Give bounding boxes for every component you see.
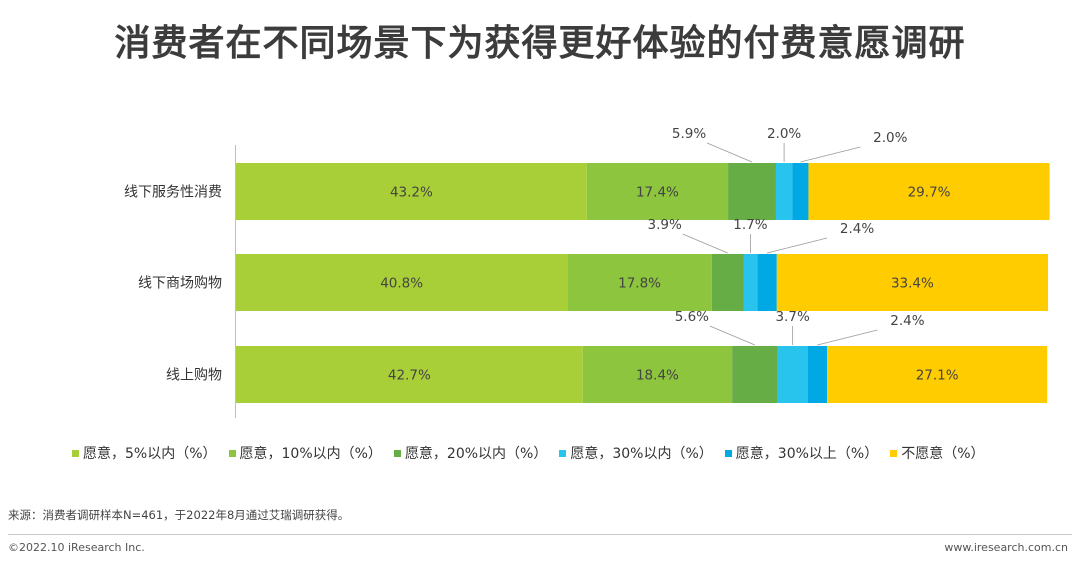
bar-segment xyxy=(827,346,1048,403)
legend-label: 愿意，20%以内（%） xyxy=(404,446,548,462)
bar-segment xyxy=(728,163,776,220)
data-label: 33.4% xyxy=(891,276,934,292)
bar-segment xyxy=(775,163,793,220)
bar-segment xyxy=(236,346,583,403)
data-label: 3.9% xyxy=(648,217,682,233)
legend-swatch xyxy=(72,449,79,457)
category-label: 线下服务性消费 xyxy=(124,185,222,201)
bar-segment xyxy=(582,346,733,403)
data-label: 2.4% xyxy=(840,221,874,237)
legend-item: 愿意，20%以内（%） xyxy=(393,443,548,463)
data-label: 1.7% xyxy=(733,217,767,233)
legend-item: 愿意，30%以内（%） xyxy=(559,443,713,463)
legend-swatch xyxy=(559,449,567,457)
chart-title: 消费者在不同场景下为获得更好体验的付费意愿调研 xyxy=(114,23,966,64)
copyright: ©2022.10 iResearch Inc. xyxy=(8,541,145,554)
data-label: 2.0% xyxy=(873,130,907,146)
data-label: 29.7% xyxy=(908,185,951,201)
leader-line xyxy=(682,233,728,254)
legend-swatch xyxy=(724,449,732,457)
leader-line xyxy=(709,325,756,346)
data-label: 5.6% xyxy=(675,309,709,325)
legend-label: 愿意，5%以内（%） xyxy=(83,446,217,462)
legend-swatch xyxy=(890,449,898,457)
bar-segment xyxy=(792,163,809,220)
legend-item: 愿意，10%以内（%） xyxy=(228,443,382,463)
bar-segment xyxy=(757,254,777,311)
leader-line xyxy=(706,142,753,163)
legend-label: 愿意，30%以上（%） xyxy=(735,446,879,462)
category-label: 线下商场购物 xyxy=(138,276,222,292)
legend-item: 愿意，5%以内（%） xyxy=(72,443,217,463)
data-label: 18.4% xyxy=(636,368,679,384)
bar-segment xyxy=(732,346,778,403)
legend-swatch xyxy=(228,449,236,457)
leader-line xyxy=(766,237,828,254)
bar-segment xyxy=(807,346,828,403)
data-label: 2.0% xyxy=(767,126,801,142)
data-label: 17.8% xyxy=(618,276,661,292)
data-label: 27.1% xyxy=(916,368,959,384)
chart-legend: 愿意，5%以内（%） 愿意，10%以内（%） 愿意，20%以内（%） 愿意，30%以内… xyxy=(72,443,997,463)
leader-line xyxy=(817,329,878,346)
footer-divider xyxy=(8,534,1072,535)
bar-segment xyxy=(586,163,729,220)
legend-item: 不愿意（%） xyxy=(890,443,985,463)
bar-segment xyxy=(567,254,712,311)
data-label: 40.8% xyxy=(380,276,423,292)
bar-segment xyxy=(743,254,758,311)
legend-swatch xyxy=(393,449,401,457)
bar-segment xyxy=(776,254,1048,311)
bar-segment xyxy=(777,346,808,403)
data-label: 3.7% xyxy=(775,309,809,325)
bar-segment xyxy=(236,254,568,311)
stacked-bar-chart: 线下服务性消费 43.2% 17.4% 5.9% 2.0% 2.0% 29.7% 线下商场购物… xyxy=(124,126,1050,418)
data-label: 43.2% xyxy=(390,185,433,201)
legend-label: 愿意，10%以内（%） xyxy=(239,446,382,462)
legend-label: 愿意，30%以内（%） xyxy=(570,446,713,462)
bar-segment xyxy=(711,254,744,311)
website: www.iresearch.com.cn xyxy=(944,541,1068,554)
data-label: 17.4% xyxy=(636,185,679,201)
bar-segment xyxy=(236,163,587,220)
category-label: 线上购物 xyxy=(166,368,222,384)
legend-label: 不愿意（%） xyxy=(901,446,985,462)
data-label: 2.4% xyxy=(890,313,924,329)
bar-segment xyxy=(808,163,1050,220)
source-note: 来源：消费者调研样本N=461，于2022年8月通过艾瑞调研获得。 xyxy=(8,508,350,522)
leader-line xyxy=(800,146,861,163)
data-label: 42.7% xyxy=(388,368,431,384)
legend-item: 愿意，30%以上（%） xyxy=(724,443,879,463)
data-label: 5.9% xyxy=(672,126,706,142)
